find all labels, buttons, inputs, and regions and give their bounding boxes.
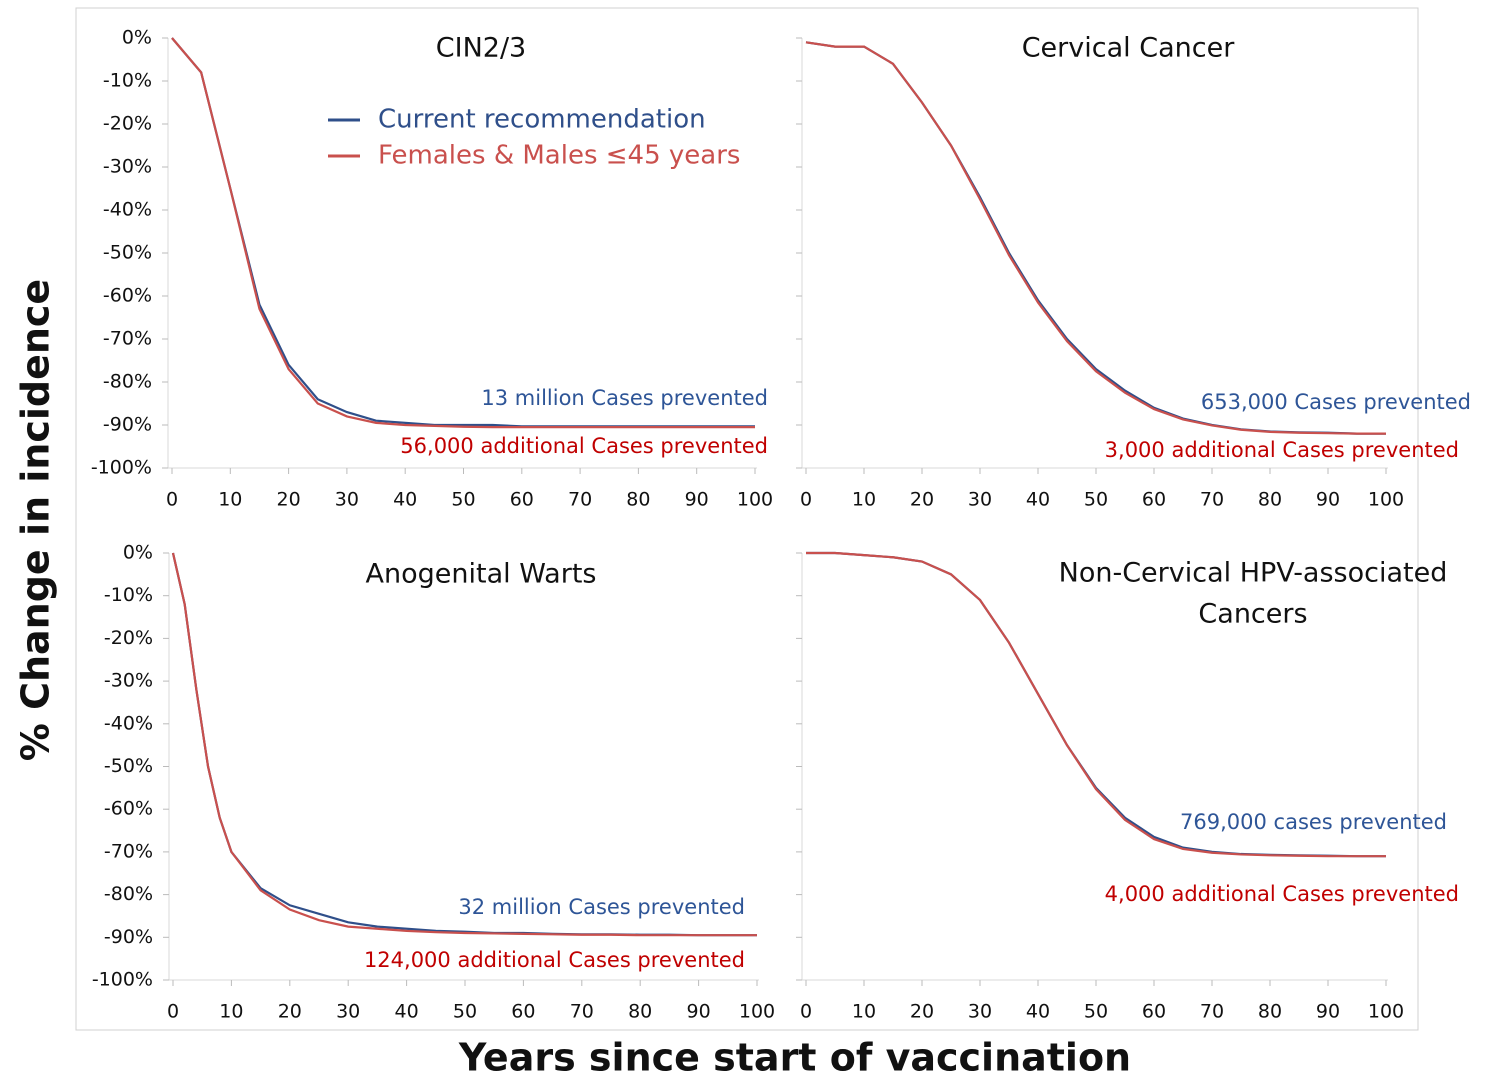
x-tick-label: 90 (1316, 489, 1340, 511)
annotation: 4,000 additional Cases prevented (1105, 882, 1459, 906)
series-line (171, 552, 757, 937)
x-tick-label: 10 (852, 1001, 876, 1023)
y-tick-label: -100% (91, 457, 152, 479)
annotation: 56,000 additional Cases prevented (400, 434, 768, 458)
x-tick-label: 40 (395, 1001, 419, 1023)
x-tick-label: 100 (1368, 489, 1404, 511)
x-tick-label: 10 (219, 1001, 243, 1023)
series-line (806, 551, 1386, 858)
x-tick-label: 100 (1368, 1001, 1404, 1023)
x-tick-label: 70 (1200, 1001, 1224, 1023)
x-tick-label: 80 (628, 1001, 652, 1023)
chart-title: Anogenital Warts (366, 559, 597, 590)
y-tick-label: -90% (103, 414, 152, 436)
x-tick-label: 0 (800, 1001, 812, 1023)
annotation: 32 million Cases prevented (458, 895, 745, 919)
x-tick-label: 0 (167, 1001, 179, 1023)
x-tick-label: 30 (335, 489, 359, 511)
y-tick-label: -60% (104, 798, 153, 820)
x-tick-label: 20 (277, 489, 301, 511)
y-axis-label: % Change in incidence (14, 279, 58, 761)
x-tick-label: 60 (510, 489, 534, 511)
chart-title: Non-Cervical HPV-associated (1059, 558, 1448, 589)
y-tick-label: -60% (103, 285, 152, 307)
x-tick-label: 30 (968, 489, 992, 511)
x-tick-label: 40 (393, 489, 417, 511)
annotation: 769,000 cases prevented (1180, 810, 1447, 834)
x-tick-label: 90 (685, 489, 709, 511)
y-tick-label: -80% (103, 371, 152, 393)
x-tick-label: 0 (166, 489, 178, 511)
x-tick-label: 20 (910, 1001, 934, 1023)
x-tick-label: 50 (1084, 489, 1108, 511)
x-tick-label: 100 (739, 1001, 775, 1023)
y-tick-label: -30% (104, 670, 153, 692)
chart-title: CIN2/3 (436, 33, 526, 64)
x-tick-label: 20 (910, 489, 934, 511)
chart-title: Cancers (1198, 599, 1307, 630)
y-tick-label: -50% (103, 242, 152, 264)
series-line (171, 37, 755, 429)
series-line (805, 41, 1386, 435)
x-tick-label: 30 (968, 1001, 992, 1023)
y-tick-label: -20% (104, 627, 153, 649)
x-tick-label: 60 (1142, 1001, 1166, 1023)
y-tick-label: -40% (104, 712, 153, 734)
y-tick-label: -100% (92, 969, 153, 991)
annotation: 653,000 Cases prevented (1201, 390, 1471, 414)
x-tick-label: 0 (800, 489, 812, 511)
y-tick-label: -40% (103, 199, 152, 221)
series-line (171, 552, 757, 937)
x-tick-label: 50 (453, 1001, 477, 1023)
x-tick-label: 100 (737, 489, 773, 511)
y-tick-label: 0% (123, 542, 153, 564)
series-line (805, 41, 1386, 435)
annotation: 13 million Cases prevented (481, 386, 768, 410)
x-tick-label: 80 (1258, 489, 1282, 511)
x-tick-label: 80 (626, 489, 650, 511)
x-tick-label: 20 (278, 1001, 302, 1023)
y-tick-label: 0% (122, 27, 152, 49)
x-tick-label: 70 (1200, 489, 1224, 511)
y-tick-label: -20% (103, 113, 152, 135)
x-axis-label: Years since start of vaccination (458, 1036, 1131, 1080)
legend-label: Current recommendation (378, 105, 706, 135)
x-tick-label: 60 (1142, 489, 1166, 511)
x-tick-label: 10 (218, 489, 242, 511)
x-tick-label: 80 (1258, 1001, 1282, 1023)
x-tick-label: 10 (852, 489, 876, 511)
y-tick-label: -70% (103, 328, 152, 350)
y-tick-label: -30% (103, 156, 152, 178)
x-tick-label: 70 (568, 489, 592, 511)
x-tick-label: 50 (451, 489, 475, 511)
x-tick-label: 70 (570, 1001, 594, 1023)
y-tick-label: -80% (104, 883, 153, 905)
x-tick-label: 40 (1026, 489, 1050, 511)
annotation: 124,000 additional Cases prevented (364, 948, 745, 972)
x-tick-label: 90 (687, 1001, 711, 1023)
legend-label: Females & Males ≤45 years (378, 141, 740, 171)
x-tick-label: 60 (511, 1001, 535, 1023)
y-tick-label: -10% (103, 70, 152, 92)
y-tick-label: -10% (104, 584, 153, 606)
y-tick-label: -50% (104, 755, 153, 777)
x-tick-label: 90 (1316, 1001, 1340, 1023)
series-line (171, 37, 755, 428)
frame (75, 7, 1419, 1031)
x-tick-label: 40 (1026, 1001, 1050, 1023)
annotation: 3,000 additional Cases prevented (1105, 438, 1459, 462)
y-tick-label: -90% (104, 926, 153, 948)
x-tick-label: 50 (1084, 1001, 1108, 1023)
x-tick-label: 30 (336, 1001, 360, 1023)
chart-title: Cervical Cancer (1022, 33, 1235, 64)
y-tick-label: -70% (104, 840, 153, 862)
